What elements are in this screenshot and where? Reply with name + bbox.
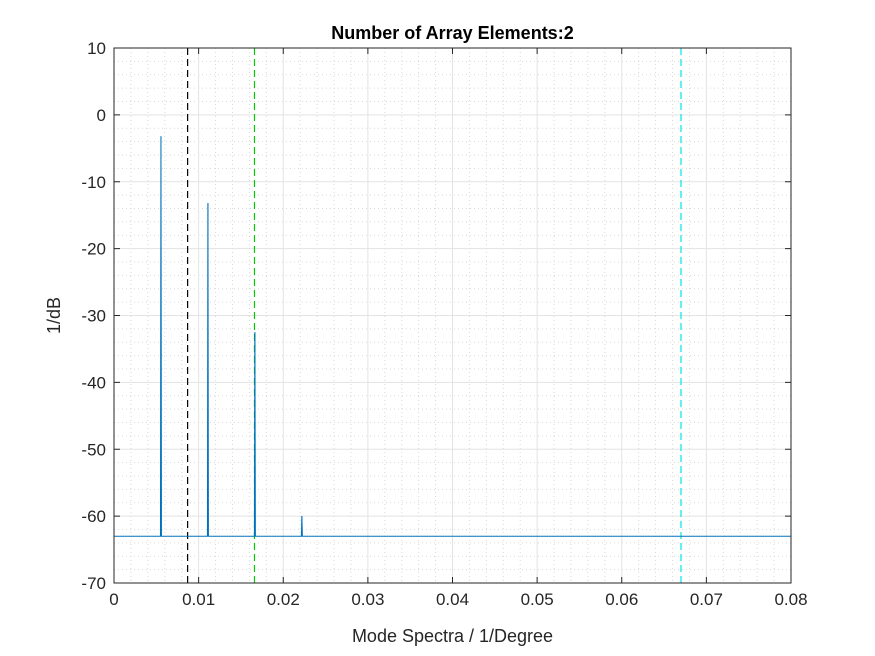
x-tick-label: 0.06 (605, 590, 638, 609)
x-tick-label: 0.03 (351, 590, 384, 609)
y-tick-label: -40 (81, 373, 106, 392)
y-tick-label: -70 (81, 574, 106, 593)
chart-title: Number of Array Elements:2 (331, 23, 573, 43)
y-tick-label: -30 (81, 307, 106, 326)
x-tick-label: 0.08 (774, 590, 807, 609)
x-tick-label: 0.01 (182, 590, 215, 609)
x-tick-label: 0.05 (521, 590, 554, 609)
y-tick-label: -10 (81, 173, 106, 192)
y-axis-title: 1/dB (44, 297, 64, 334)
x-tick-label: 0.02 (267, 590, 300, 609)
y-tick-label: 0 (97, 106, 106, 125)
axis-ticks: 0 0.01 0.02 0.03 0.04 0.05 0.06 0.07 0.08 10 0 -10 -… (81, 39, 807, 609)
x-tick-label: 0 (109, 590, 118, 609)
data-series (114, 136, 791, 537)
x-tick-label: 0.07 (690, 590, 723, 609)
y-tick-label: -20 (81, 240, 106, 259)
y-tick-label: -60 (81, 507, 106, 526)
grid (113, 47, 792, 584)
y-tick-label: -50 (81, 440, 106, 459)
x-axis-title: Mode Spectra / 1/Degree (352, 626, 553, 646)
x-tick-label: 0.04 (436, 590, 469, 609)
y-tick-label: 10 (87, 39, 106, 58)
